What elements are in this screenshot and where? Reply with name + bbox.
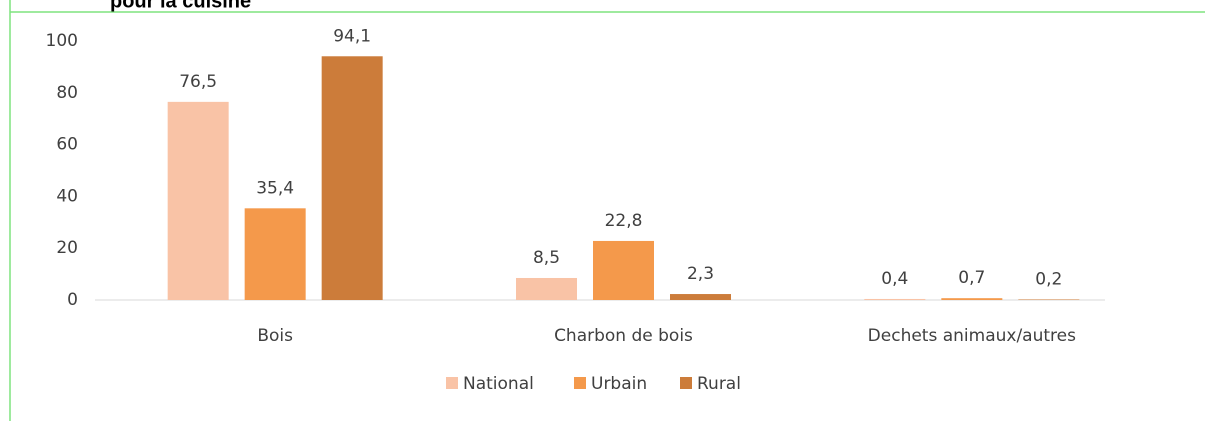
y-tick-label: 100 [46,31,78,51]
legend-swatch [446,377,458,389]
data-label: 0,7 [958,268,985,288]
x-tick-label: Bois [257,326,293,346]
y-tick-label: 80 [56,83,78,103]
x-tick-label: Dechets animaux/autres [868,326,1076,346]
y-tick-label: 60 [56,135,78,155]
data-label: 94,1 [333,26,371,46]
bar [670,294,731,300]
data-label: 22,8 [605,211,643,231]
bar [516,277,577,300]
bar [593,240,654,300]
data-label: 76,5 [179,72,217,92]
bar [941,298,1003,300]
legend-swatch [574,377,586,389]
data-label: 2,3 [687,264,714,284]
data-label: 8,5 [533,248,560,268]
legend-label: National [463,374,534,394]
title-bg [100,0,360,11]
bar [321,56,383,300]
bar [1018,299,1080,300]
y-tick-label: 20 [56,238,78,258]
legend-label: Rural [697,374,741,394]
data-label: 35,4 [256,178,294,198]
x-tick-label: Charbon de bois [554,326,693,346]
legend-swatch [680,377,692,389]
y-tick-label: 0 [67,290,78,310]
y-tick-label: 40 [56,186,78,206]
data-label: 0,2 [1035,269,1062,289]
chart-title: pour la cuisine [110,0,251,12]
data-label: 0,4 [881,269,908,289]
bar [864,298,926,300]
bar [244,208,306,300]
bar [167,101,229,301]
legend-label: Urbain [591,374,647,394]
